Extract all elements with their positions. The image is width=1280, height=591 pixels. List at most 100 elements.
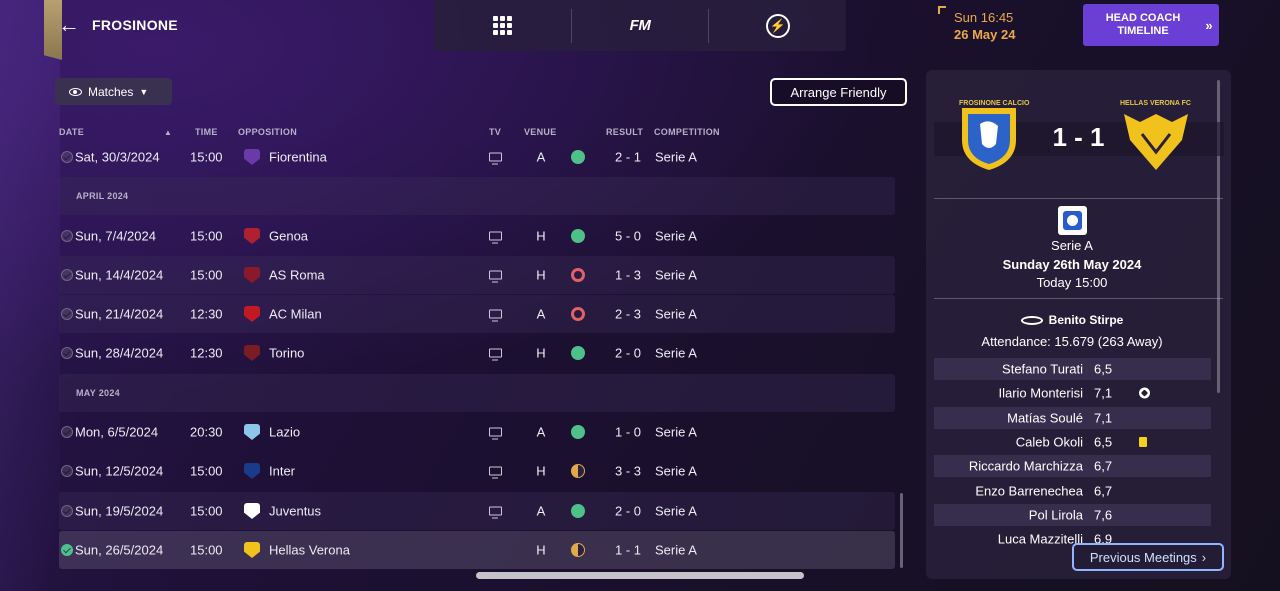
result-win-icon — [571, 504, 585, 518]
fixture-row[interactable]: Sun, 26/5/2024 15:00 Hellas Verona H 1 - 1 Se… — [59, 531, 895, 569]
fm-home-button[interactable]: FM — [572, 0, 709, 51]
fixture-competition: Serie A — [655, 424, 697, 440]
clock-bracket — [938, 6, 946, 14]
player-name: Enzo Barrenechea — [975, 483, 1083, 498]
lightning-icon: ⚡ — [765, 13, 790, 38]
fixture-opposition[interactable]: Fiorentina — [269, 149, 327, 165]
player-name: Pol Lirola — [1028, 507, 1083, 523]
fixture-time: 12:30 — [190, 306, 223, 322]
player-rating-row[interactable]: Pol Lirola 7,6 — [934, 503, 1211, 526]
club-badge-icon — [244, 228, 260, 244]
chevron-down-icon: ▼ — [139, 86, 149, 97]
chevron-right-icon: › — [1201, 549, 1207, 565]
fixture-time: 15:00 — [190, 503, 223, 519]
stadium-line[interactable]: Benito Stirpe — [926, 313, 1218, 327]
grid-menu-icon — [492, 16, 512, 35]
player-rating-row[interactable]: Caleb Okoli 6,5 — [934, 431, 1211, 453]
fixture-row[interactable]: Sun, 19/5/2024 15:00 Juventus A 2 - 0 Serie A — [59, 492, 895, 530]
tv-icon — [489, 427, 502, 440]
club-badge-icon — [244, 424, 260, 440]
view-dropdown[interactable]: Matches ▼ — [55, 78, 172, 105]
completed-check-icon — [61, 505, 73, 517]
club-badge-icon — [244, 306, 260, 322]
month-label: MAY 2024 — [76, 388, 120, 398]
fixture-venue: H — [536, 228, 546, 244]
clock-time: Sun 16:45 — [954, 10, 1014, 25]
fixture-time: 15:00 — [190, 463, 223, 479]
fixture-competition: Serie A — [655, 503, 697, 519]
tv-icon — [489, 506, 502, 519]
back-button[interactable]: ← — [58, 12, 80, 37]
fixture-row[interactable]: Mon, 6/5/2024 20:30 Lazio A 1 - 0 Serie A — [59, 413, 895, 451]
fixture-row[interactable]: Sun, 12/5/2024 15:00 Inter H 3 - 3 Serie A — [59, 452, 895, 490]
head-coach-timeline-button[interactable]: HEAD COACH TIMELINE » — [1083, 4, 1219, 46]
column-header-result[interactable]: RESULT — [606, 127, 644, 137]
hellas-verona-crest-icon[interactable] — [1118, 100, 1194, 172]
column-header-time[interactable]: TIME — [195, 127, 218, 137]
column-header-competition[interactable]: COMPETITION — [654, 127, 720, 137]
club-badge-icon — [244, 149, 260, 165]
fixture-time: 15:00 — [190, 542, 223, 558]
away-crest-label: HELLAS VERONA FC — [1120, 100, 1191, 107]
fixture-row[interactable]: Sun, 28/4/2024 12:30 Torino H 2 - 0 Serie A — [59, 334, 895, 372]
fixture-date: Sun, 28/4/2024 — [75, 345, 164, 361]
player-rating-row[interactable]: Enzo Barrenechea 6,7 — [934, 480, 1211, 502]
fixture-opposition[interactable]: Genoa — [269, 228, 309, 244]
arrange-friendly-button[interactable]: Arrange Friendly — [770, 78, 907, 106]
sort-ascending-icon: ▲ — [164, 128, 173, 137]
quick-actions-button[interactable]: ⚡ — [709, 0, 846, 51]
fixture-time: 15:00 — [190, 267, 223, 283]
player-rating-row[interactable]: Stefano Turati 6,5 — [934, 358, 1211, 380]
serie-a-logo-icon[interactable] — [1058, 206, 1087, 235]
result-draw-icon — [571, 464, 585, 478]
player-name: Caleb Okoli — [1015, 434, 1083, 450]
player-rating-row[interactable]: Riccardo Marchizza 6,7 — [934, 455, 1211, 478]
column-header-date[interactable]: DATE ▲ — [59, 127, 172, 137]
fixture-opposition[interactable]: Inter — [269, 463, 296, 479]
player-rating-row[interactable]: Matías Soulé 7,1 — [934, 406, 1211, 429]
column-header-tv[interactable]: TV — [489, 127, 502, 137]
fixture-opposition[interactable]: Juventus — [269, 503, 322, 519]
fixtures-horizontal-scrollbar[interactable] — [476, 572, 804, 579]
grid-menu-button[interactable] — [434, 0, 571, 51]
tv-icon — [489, 152, 502, 165]
fixture-row[interactable]: Sun, 14/4/2024 15:00 AS Roma H 1 - 3 Serie A — [59, 256, 895, 294]
month-separator: APRIL 2024 — [59, 177, 895, 215]
fixture-row[interactable]: Sun, 21/4/2024 12:30 AC Milan A 2 - 3 Serie A — [59, 295, 895, 333]
column-header-date-label: DATE — [59, 127, 85, 137]
fixture-row[interactable]: Sun, 7/4/2024 15:00 Genoa H 5 - 0 Serie A — [59, 217, 895, 255]
result-win-icon — [571, 150, 585, 164]
fixture-opposition[interactable]: Hellas Verona — [269, 542, 350, 558]
panel-scrollbar[interactable] — [1217, 80, 1220, 393]
match-score: 1 - 1 — [1052, 122, 1105, 152]
head-coach-timeline-label: HEAD COACH TIMELINE — [1105, 12, 1181, 37]
attendance: Attendance: 15.679 (263 Away) — [981, 334, 1163, 349]
fixture-opposition[interactable]: Lazio — [269, 424, 301, 440]
fixture-opposition[interactable]: AS Roma — [269, 267, 325, 283]
fixture-result: 2 - 1 — [614, 149, 641, 165]
page-title: FROSINONE — [92, 17, 178, 33]
fixture-venue: A — [536, 149, 546, 165]
goal-ball-icon — [1139, 387, 1150, 399]
previous-meetings-button[interactable]: Previous Meetings › — [1072, 543, 1224, 571]
match-when: Today 15:00 — [1036, 275, 1108, 290]
fixtures-vertical-scrollbar[interactable] — [900, 493, 903, 568]
result-draw-icon — [571, 543, 585, 557]
player-rating: 6,7 — [1094, 458, 1113, 474]
fixture-result: 3 - 3 — [614, 463, 641, 479]
fixture-opposition[interactable]: Torino — [269, 345, 305, 361]
completed-check-icon — [61, 347, 73, 359]
frosinone-crest-icon[interactable] — [958, 100, 1020, 172]
column-header-venue[interactable]: VENUE — [524, 127, 557, 137]
club-badge-icon — [244, 463, 260, 479]
fixture-opposition[interactable]: AC Milan — [269, 306, 322, 322]
player-rating-row[interactable]: Luca Mazzitelli 6,9 — [934, 528, 1211, 550]
column-header-opposition[interactable]: OPPOSITION — [238, 127, 298, 137]
fixture-result: 1 - 3 — [614, 267, 641, 283]
fixture-date: Sun, 19/5/2024 — [75, 503, 164, 519]
player-rating-row[interactable]: Ilario Monterisi 7,1 — [934, 382, 1211, 404]
fixture-row[interactable]: Sat, 30/3/2024 15:00 Fiorentina A 2 - 1 Serie… — [59, 138, 895, 176]
fixture-result: 2 - 3 — [614, 306, 641, 322]
fixture-time: 12:30 — [190, 345, 223, 361]
tv-icon — [489, 309, 502, 322]
